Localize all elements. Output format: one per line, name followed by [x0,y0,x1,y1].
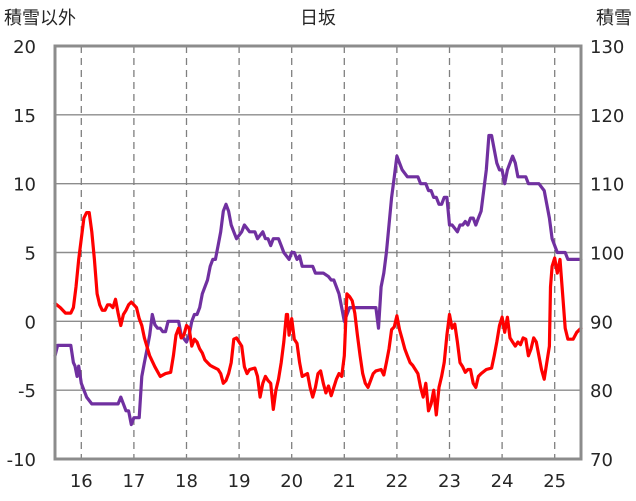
right-y-tick-label: 70 [590,450,613,471]
left-y-tick-label: 10 [13,175,36,196]
left-y-axis: 20 15 10 5 0 -5 -10 [7,37,36,471]
x-tick-label: 24 [491,471,514,492]
x-tick-label: 25 [543,471,566,492]
left-y-tick-label: 0 [25,312,36,333]
left-y-tick-label: -10 [7,450,36,471]
chart-title: 日坂 [300,8,336,29]
grid-lines [55,45,581,460]
series-line-snow [53,133,583,427]
left-axis-label: 積雪以外 [4,8,76,29]
right-y-tick-label: 80 [590,381,613,402]
x-tick-label: 18 [175,471,198,492]
right-y-tick-label: 120 [590,106,624,127]
left-y-tick-label: 20 [13,37,36,58]
x-tick-label: 21 [333,471,356,492]
right-y-tick-label: 100 [590,244,624,265]
x-tick-label: 17 [122,471,145,492]
right-axis-label: 積雪 [596,8,632,29]
x-tick-label: 22 [385,471,408,492]
x-axis: 16 17 18 19 20 21 22 23 24 25 [70,471,566,492]
left-y-tick-label: 5 [25,244,36,265]
left-y-tick-label: -5 [18,381,36,402]
series-lines [53,133,583,427]
x-tick-label: 19 [228,471,251,492]
x-tick-label: 23 [438,471,461,492]
left-y-tick-label: 15 [13,106,36,127]
x-tick-label: 16 [70,471,93,492]
right-y-tick-label: 110 [590,175,624,196]
x-tick-label: 20 [280,471,303,492]
right-y-tick-label: 90 [590,312,613,333]
right-y-axis: 130 120 110 100 90 80 70 [590,37,624,471]
series-line-other [53,211,583,417]
right-y-tick-label: 130 [590,37,624,58]
plot-frame [53,44,583,461]
